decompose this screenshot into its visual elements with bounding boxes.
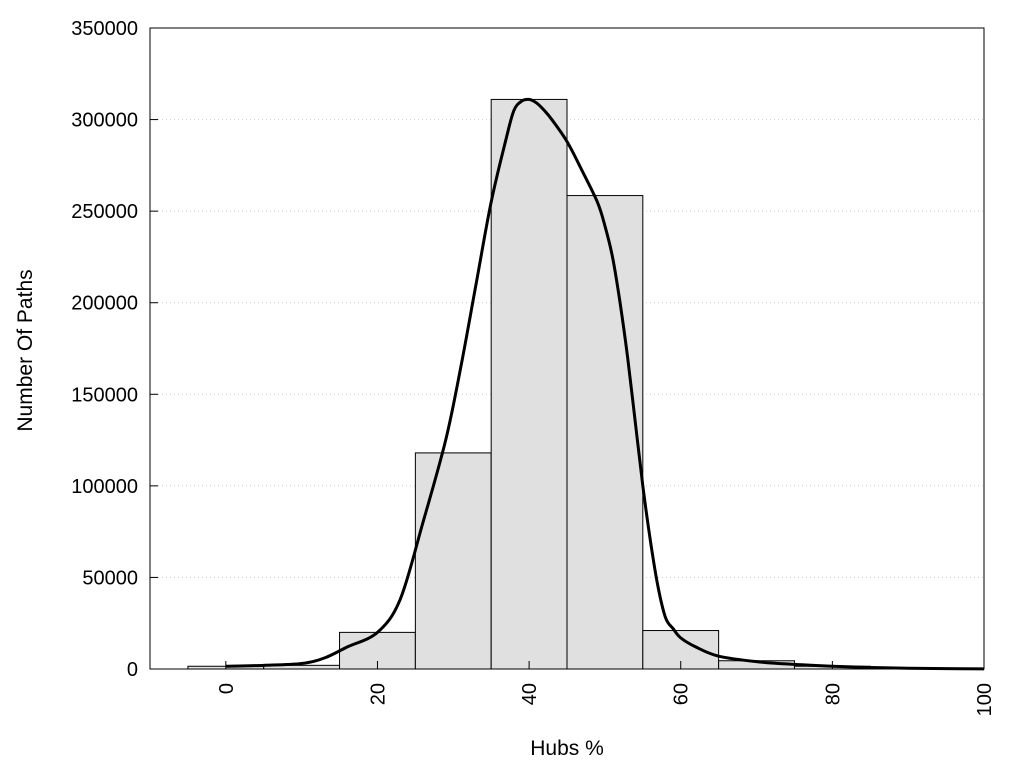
histogram-bars — [187, 98, 985, 670]
x-tick-label: 20 — [367, 683, 389, 705]
histogram-bar — [566, 195, 644, 670]
y-axis-label: Number Of Paths — [14, 269, 37, 431]
y-axis-ticks: 0 50000 100000 150000 200000 250000 300000 3500… — [71, 18, 158, 681]
y-tick-label: 50000 — [82, 567, 138, 589]
density-curve — [225, 97, 985, 671]
y-tick-label: 0 — [127, 659, 138, 681]
x-axis-label: Hubs % — [530, 737, 604, 760]
y-tick-label: 150000 — [71, 384, 138, 406]
x-axis-ticks: 0 20 40 60 80 100 — [216, 661, 996, 716]
y-tick-label: 200000 — [71, 293, 138, 315]
x-tick-label: 60 — [671, 683, 693, 705]
x-tick-label: 0 — [216, 683, 238, 694]
x-tick-label: 100 — [974, 683, 996, 716]
x-tick-label: 80 — [822, 683, 844, 705]
density-curve-line — [225, 97, 985, 671]
x-tick-label: 40 — [519, 683, 541, 705]
y-tick-label: 350000 — [71, 18, 138, 40]
histogram-bar — [490, 98, 568, 670]
histogram-bar — [414, 452, 492, 670]
plot-frame — [149, 27, 985, 670]
y-tick-label: 250000 — [71, 201, 138, 223]
y-tick-label: 100000 — [71, 476, 138, 498]
y-tick-label: 300000 — [71, 110, 138, 132]
